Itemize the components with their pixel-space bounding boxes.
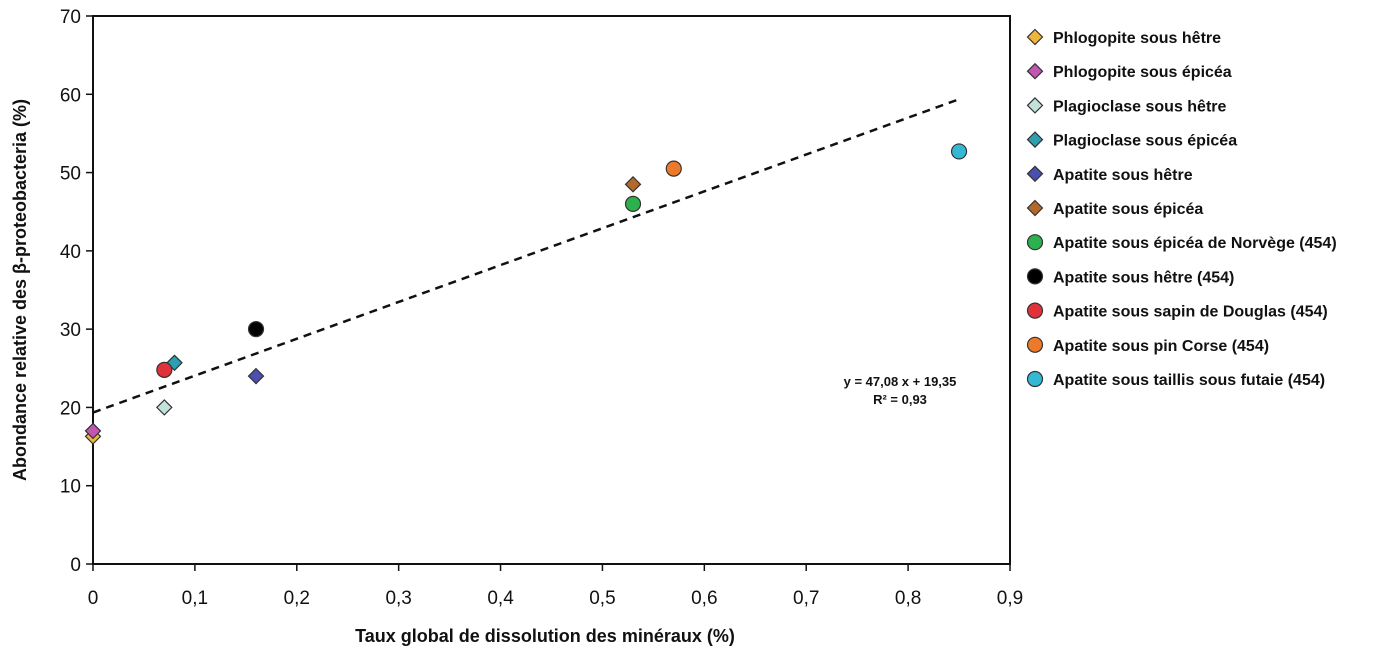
x-tick-label: 0,1 xyxy=(182,588,208,609)
legend: Phlogopite sous hêtre Phlogopite sous épi… xyxy=(1026,28,1337,389)
y-tick-label: 10 xyxy=(60,477,81,498)
legend-marker xyxy=(1026,131,1044,148)
x-tick-label: 0,5 xyxy=(589,588,615,609)
data-point xyxy=(950,143,968,160)
data-point xyxy=(624,175,642,193)
x-tick-label: 0,4 xyxy=(487,588,514,609)
data-point xyxy=(665,160,682,177)
data-point xyxy=(624,195,642,212)
legend-marker xyxy=(1026,97,1044,114)
trend-r2: R² = 0,93 xyxy=(873,392,927,407)
data-point xyxy=(247,367,265,385)
legend-label: Apatite sous taillis sous futaie (454) xyxy=(1053,372,1325,389)
legend-marker xyxy=(1026,370,1044,388)
legend-marker xyxy=(1026,336,1044,353)
data-point xyxy=(84,422,102,440)
plot-area xyxy=(92,15,1011,565)
legend-label: Phlogopite sous épicéa xyxy=(1053,64,1232,81)
data-point xyxy=(155,399,173,416)
legend-marker xyxy=(1026,28,1044,46)
y-axis: 0 10 20 30 40 50 60 70 xyxy=(60,7,93,576)
data-point xyxy=(247,321,265,338)
x-tick-label: 0,3 xyxy=(385,588,411,609)
x-tick-label: 0,7 xyxy=(793,588,819,609)
legend-label: Phlogopite sous hêtre xyxy=(1053,30,1221,47)
legend-label: Plagioclase sous épicéa xyxy=(1053,133,1237,150)
y-tick-label: 60 xyxy=(60,85,81,106)
y-tick-label: 40 xyxy=(60,242,81,263)
x-tick-label: 0,9 xyxy=(997,588,1023,609)
legend-label: Apatite sous hêtre (454) xyxy=(1053,269,1234,286)
data-points xyxy=(84,143,968,445)
trend-equation: y = 47,08 x + 19,35 xyxy=(844,374,957,389)
y-tick-label: 70 xyxy=(60,7,81,28)
x-axis-title: Taux global de dissolution des minéraux … xyxy=(355,626,735,646)
legend-label: Plagioclase sous hêtre xyxy=(1053,98,1227,115)
y-tick-label: 30 xyxy=(60,320,81,341)
legend-marker xyxy=(1026,302,1044,319)
y-tick-label: 20 xyxy=(60,398,81,419)
legend-label: Apatite sous pin Corse (454) xyxy=(1053,338,1269,355)
y-axis-title: Abondance relative des β-proteobacteria … xyxy=(10,99,30,481)
legend-marker xyxy=(1026,62,1044,80)
legend-label: Apatite sous épicéa xyxy=(1053,201,1203,218)
y-tick-label: 50 xyxy=(60,164,81,185)
legend-label: Apatite sous sapin de Douglas (454) xyxy=(1053,304,1328,321)
legend-marker xyxy=(1026,268,1044,285)
legend-label: Apatite sous épicéa de Norvège (454) xyxy=(1053,235,1337,252)
legend-marker xyxy=(1026,165,1044,183)
x-tick-label: 0,8 xyxy=(895,588,921,609)
x-tick-label: 0,2 xyxy=(284,588,310,609)
legend-marker xyxy=(1026,234,1044,251)
y-tick-label: 0 xyxy=(70,555,81,576)
x-tick-label: 0 xyxy=(88,588,99,609)
x-axis: 0 0,1 0,2 0,3 0,4 0,5 0,6 0,7 0,8 0,9 xyxy=(88,564,1023,609)
legend-label: Apatite sous hêtre xyxy=(1053,167,1193,184)
x-tick-label: 0,6 xyxy=(691,588,717,609)
legend-marker xyxy=(1026,199,1044,217)
data-point xyxy=(156,361,173,378)
